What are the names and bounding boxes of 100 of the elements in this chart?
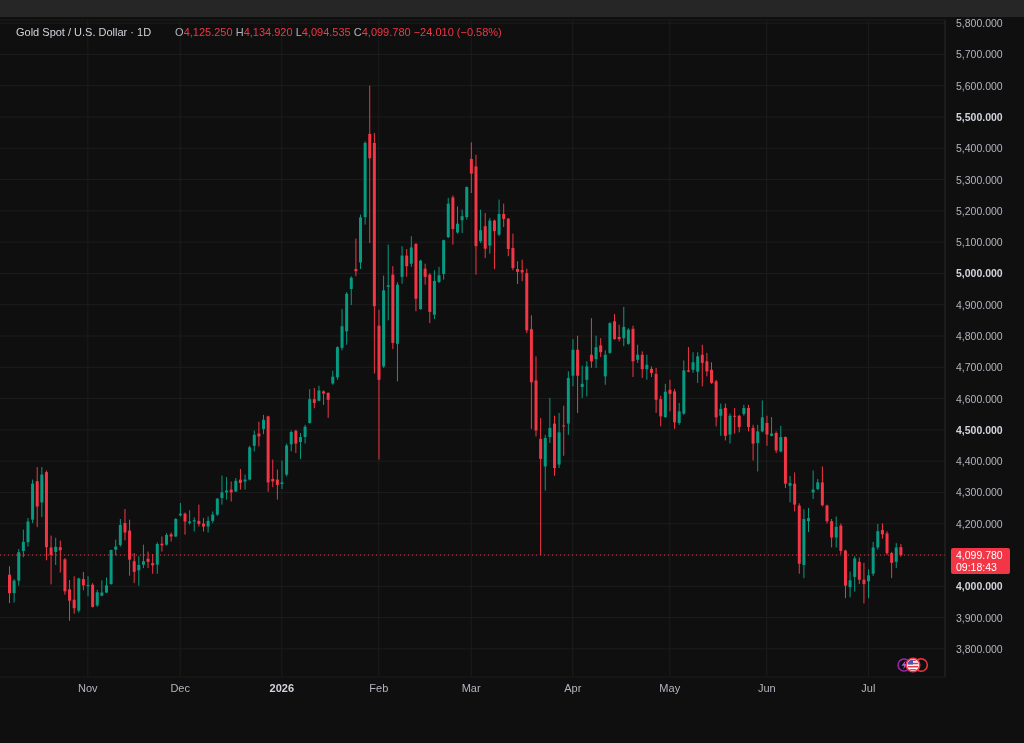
candlestick (603, 349, 607, 386)
candlestick (765, 415, 769, 447)
candlestick (774, 430, 778, 454)
candlestick (206, 516, 210, 533)
candlestick (280, 460, 284, 490)
candlestick (636, 344, 640, 364)
candlestick (825, 504, 829, 524)
candlestick (788, 475, 792, 503)
candlestick (294, 429, 298, 454)
candlestick (409, 235, 413, 268)
candlestick (492, 219, 496, 270)
candlestick (483, 212, 487, 259)
candlestick (91, 582, 95, 609)
candlestick (876, 523, 880, 551)
candlestick (298, 432, 302, 460)
candlestick (141, 544, 145, 569)
candlestick (848, 571, 852, 598)
candlestick (155, 541, 159, 575)
candlestick (589, 317, 593, 369)
candlestick (580, 365, 584, 399)
candlestick (192, 516, 196, 533)
candlestick (696, 351, 700, 384)
candlestick (719, 403, 723, 437)
y-tick-label: 5,200.000 (956, 204, 1003, 217)
candlestick (386, 244, 390, 321)
y-tick-label: 4,600.000 (956, 392, 1003, 405)
candlestick (308, 388, 312, 425)
candlestick (746, 404, 750, 432)
x-tick-label: 2026 (269, 682, 295, 694)
candlestick (516, 260, 520, 285)
candlestick (599, 337, 603, 358)
candlestick (562, 405, 566, 457)
candlestick (830, 518, 834, 548)
candlestick (751, 424, 755, 461)
candlestick (894, 542, 898, 569)
candlestick (169, 531, 173, 543)
text: Gold Spot / U.S. Dollar · 1D (16, 26, 152, 38)
candlestick (686, 346, 690, 373)
text: O4,125.250 H4,134.920 L4,094.535 C4,099.780 −24.010 (−0.58%) (175, 26, 502, 38)
candlestick (710, 361, 714, 385)
candlestick (8, 565, 11, 604)
candlestick (220, 475, 224, 506)
candlestick (622, 306, 626, 347)
candlestick (857, 556, 861, 585)
candlestick (456, 205, 459, 235)
candlestick (123, 508, 127, 541)
y-tick-label: 5,000.000 (956, 267, 1003, 280)
candlestick (733, 407, 737, 435)
candlestick (691, 351, 695, 374)
candlestick (405, 248, 409, 278)
candlestick (68, 579, 72, 622)
x-tick-label: Jul (861, 682, 876, 694)
y-tick-label: 4,300.000 (956, 486, 1003, 499)
y-tick-label: 5,500.000 (956, 110, 1003, 123)
y-tick-label: 5,400.000 (956, 142, 1003, 155)
candlestick (502, 203, 506, 228)
candlestick (820, 465, 824, 507)
candlestick (118, 518, 122, 548)
candlestick (793, 471, 797, 512)
candlestick (21, 529, 25, 558)
candlestick (72, 575, 76, 615)
x-tick-label: Dec (170, 682, 191, 694)
x-tick-label: Feb (369, 682, 389, 694)
candlestick (867, 568, 871, 599)
candlestick (400, 245, 404, 285)
y-tick-label: 5,700.000 (956, 48, 1003, 61)
x-tick-label: Nov (78, 682, 99, 694)
candlestick (807, 507, 811, 533)
candlestick (26, 517, 30, 548)
candlestick (594, 335, 598, 369)
candlestick (252, 429, 256, 452)
candlestick (12, 578, 16, 604)
candlestick (81, 571, 85, 591)
y-tick-label: 4,700.000 (956, 361, 1003, 374)
candlestick (705, 352, 709, 377)
candlestick (497, 199, 501, 237)
y-tick-label: 5,100.000 (956, 236, 1003, 249)
candlestick (54, 537, 58, 566)
candlestick (437, 266, 441, 284)
candlestick (262, 414, 266, 435)
y-tick-label: 4,000.000 (956, 580, 1003, 593)
candlestick (197, 504, 201, 528)
y-tick-label: 5,300.000 (956, 173, 1003, 186)
ref-line-label: 4,099.780 (956, 549, 1003, 562)
candlestick (668, 379, 672, 412)
y-tick-label: 5,600.000 (956, 79, 1003, 92)
y-tick-label: 4,400.000 (956, 455, 1003, 468)
y-tick-label: 3,900.000 (956, 611, 1003, 624)
candlestick (756, 424, 760, 472)
candlestick (645, 354, 649, 381)
y-tick-label: 4,500.000 (956, 423, 1003, 436)
x-tick-label: Jun (757, 682, 776, 694)
y-tick-label: 4,200.000 (956, 517, 1003, 530)
y-tick-label: 4,900.000 (956, 298, 1003, 311)
candlestick (862, 562, 866, 604)
candlestick (548, 397, 552, 444)
candlestick (613, 313, 617, 341)
candlestick (303, 424, 307, 445)
candlestick (137, 555, 141, 587)
candlestick (479, 209, 483, 244)
